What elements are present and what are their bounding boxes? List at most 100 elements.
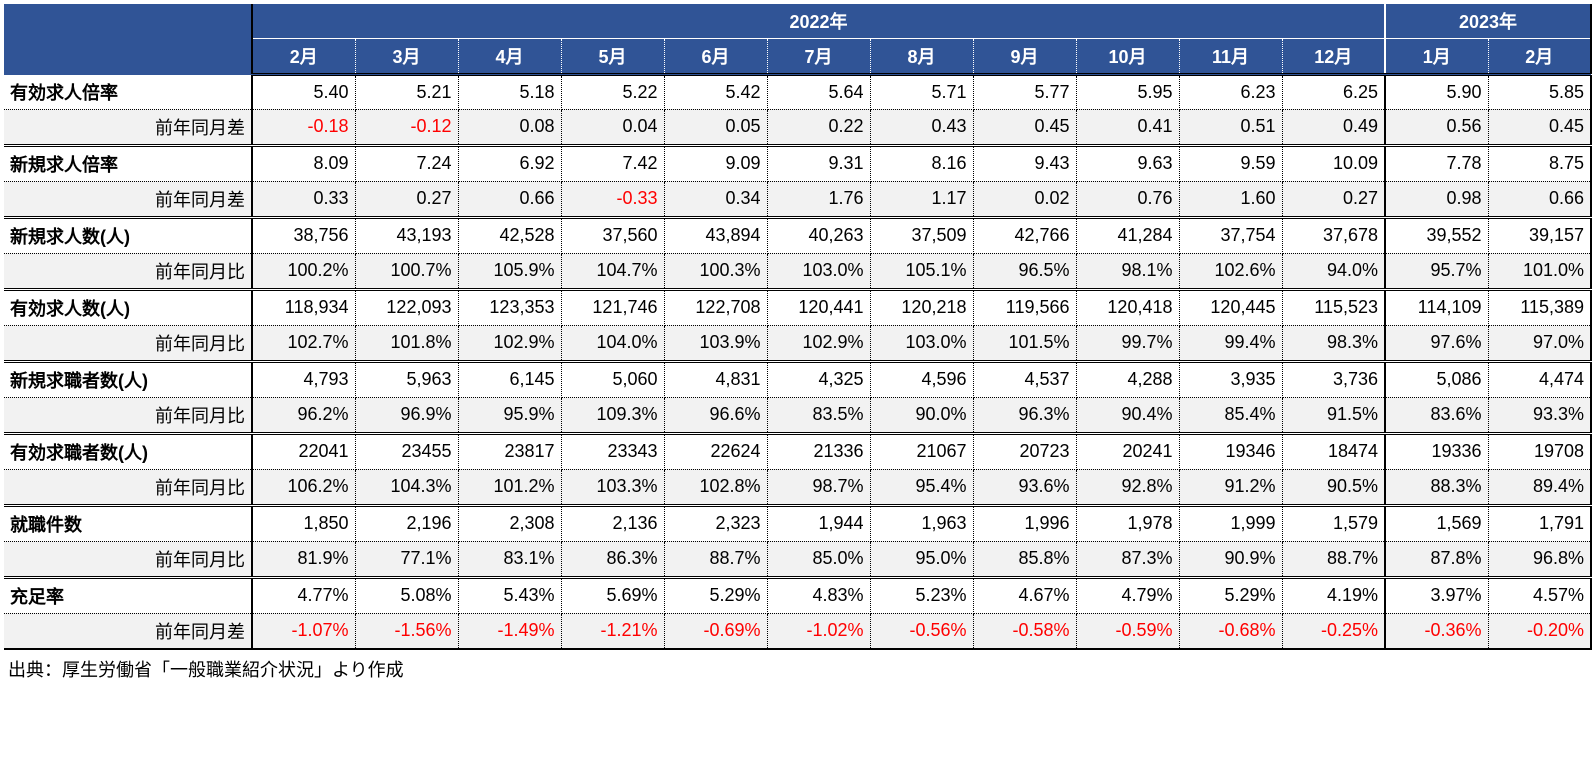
month-header: 12月 [1282, 39, 1385, 75]
data-cell: 5,086 [1385, 361, 1488, 397]
data-cell: 100.3% [664, 253, 767, 289]
data-cell: 5.29% [664, 577, 767, 613]
data-cell: 5.85 [1488, 75, 1591, 110]
data-cell: 6.92 [458, 145, 561, 181]
data-cell: 5.18 [458, 75, 561, 110]
table-row: 新規求職者数(人)4,7935,9636,1455,0604,8314,3254… [4, 361, 1591, 397]
data-cell: -0.12 [355, 109, 458, 145]
data-cell: 104.7% [561, 253, 664, 289]
data-cell: 85.0% [767, 541, 870, 577]
data-cell: 5.95 [1076, 75, 1179, 110]
data-cell: -0.58% [973, 613, 1076, 649]
data-cell: 4,831 [664, 361, 767, 397]
data-cell: 19336 [1385, 433, 1488, 469]
data-cell: 8.16 [870, 145, 973, 181]
data-cell: 81.9% [252, 541, 355, 577]
table-row: 前年同月差0.330.270.66-0.330.341.761.170.020.… [4, 181, 1591, 217]
data-cell: 23455 [355, 433, 458, 469]
month-header: 5月 [561, 39, 664, 75]
data-cell: 9.59 [1179, 145, 1282, 181]
data-cell: -0.36% [1385, 613, 1488, 649]
data-cell: 99.4% [1179, 325, 1282, 361]
data-cell: 43,894 [664, 217, 767, 253]
data-cell: 89.4% [1488, 469, 1591, 505]
data-cell: 96.8% [1488, 541, 1591, 577]
data-cell: 4.83% [767, 577, 870, 613]
data-cell: 38,756 [252, 217, 355, 253]
row-label-sub: 前年同月差 [4, 109, 252, 145]
data-cell: 0.98 [1385, 181, 1488, 217]
table-row: 就職件数1,8502,1962,3082,1362,3231,9441,9631… [4, 505, 1591, 541]
data-cell: -0.69% [664, 613, 767, 649]
row-label-sub: 前年同月比 [4, 325, 252, 361]
data-cell: 5.90 [1385, 75, 1488, 110]
data-cell: 97.6% [1385, 325, 1488, 361]
data-cell: 0.51 [1179, 109, 1282, 145]
data-cell: 102.9% [458, 325, 561, 361]
data-cell: -0.18 [252, 109, 355, 145]
data-cell: 5.08% [355, 577, 458, 613]
data-cell: -0.33 [561, 181, 664, 217]
data-cell: 101.5% [973, 325, 1076, 361]
data-cell: 104.0% [561, 325, 664, 361]
data-cell: 6,145 [458, 361, 561, 397]
data-cell: 6.23 [1179, 75, 1282, 110]
table-row: 前年同月比102.7%101.8%102.9%104.0%103.9%102.9… [4, 325, 1591, 361]
data-cell: 0.66 [1488, 181, 1591, 217]
data-cell: 120,418 [1076, 289, 1179, 325]
table-row: 有効求職者数(人)2204123455238172334322624213362… [4, 433, 1591, 469]
table-row: 新規求人倍率8.097.246.927.429.099.318.169.439.… [4, 145, 1591, 181]
year-2022-header: 2022年 [252, 4, 1385, 39]
data-cell: 9.43 [973, 145, 1076, 181]
data-cell: 101.0% [1488, 253, 1591, 289]
data-cell: 0.45 [1488, 109, 1591, 145]
data-cell: 93.3% [1488, 397, 1591, 433]
data-cell: 20723 [973, 433, 1076, 469]
data-cell: 42,528 [458, 217, 561, 253]
data-cell: -1.49% [458, 613, 561, 649]
data-cell: 102.7% [252, 325, 355, 361]
data-cell: 1,791 [1488, 505, 1591, 541]
data-cell: 21336 [767, 433, 870, 469]
data-cell: 102.9% [767, 325, 870, 361]
data-cell: 122,093 [355, 289, 458, 325]
data-cell: 0.49 [1282, 109, 1385, 145]
month-header: 4月 [458, 39, 561, 75]
data-cell: 91.5% [1282, 397, 1385, 433]
data-cell: 102.6% [1179, 253, 1282, 289]
data-cell: 0.02 [973, 181, 1076, 217]
data-cell: 83.1% [458, 541, 561, 577]
data-cell: 9.31 [767, 145, 870, 181]
data-cell: 1.60 [1179, 181, 1282, 217]
data-cell: 1.17 [870, 181, 973, 217]
data-cell: 7.78 [1385, 145, 1488, 181]
data-cell: 96.6% [664, 397, 767, 433]
table-row: 充足率4.77%5.08%5.43%5.69%5.29%4.83%5.23%4.… [4, 577, 1591, 613]
data-cell: 101.8% [355, 325, 458, 361]
month-header: 11月 [1179, 39, 1282, 75]
row-label-main: 新規求職者数(人) [4, 361, 252, 397]
data-cell: 96.9% [355, 397, 458, 433]
data-cell: 98.3% [1282, 325, 1385, 361]
data-cell: 119,566 [973, 289, 1076, 325]
row-label-main: 有効求職者数(人) [4, 433, 252, 469]
data-cell: 122,708 [664, 289, 767, 325]
data-cell: 1.76 [767, 181, 870, 217]
data-cell: 5.64 [767, 75, 870, 110]
data-cell: 90.4% [1076, 397, 1179, 433]
data-cell: 20241 [1076, 433, 1179, 469]
month-header: 1月 [1385, 39, 1488, 75]
data-cell: 37,560 [561, 217, 664, 253]
data-cell: 22624 [664, 433, 767, 469]
data-cell: 4.57% [1488, 577, 1591, 613]
data-cell: 0.66 [458, 181, 561, 217]
data-cell: 1,999 [1179, 505, 1282, 541]
row-label-sub: 前年同月比 [4, 397, 252, 433]
data-cell: 99.7% [1076, 325, 1179, 361]
data-cell: 0.04 [561, 109, 664, 145]
data-cell: 120,441 [767, 289, 870, 325]
data-cell: 5.22 [561, 75, 664, 110]
data-cell: 92.8% [1076, 469, 1179, 505]
data-cell: 3,736 [1282, 361, 1385, 397]
data-cell: -1.02% [767, 613, 870, 649]
